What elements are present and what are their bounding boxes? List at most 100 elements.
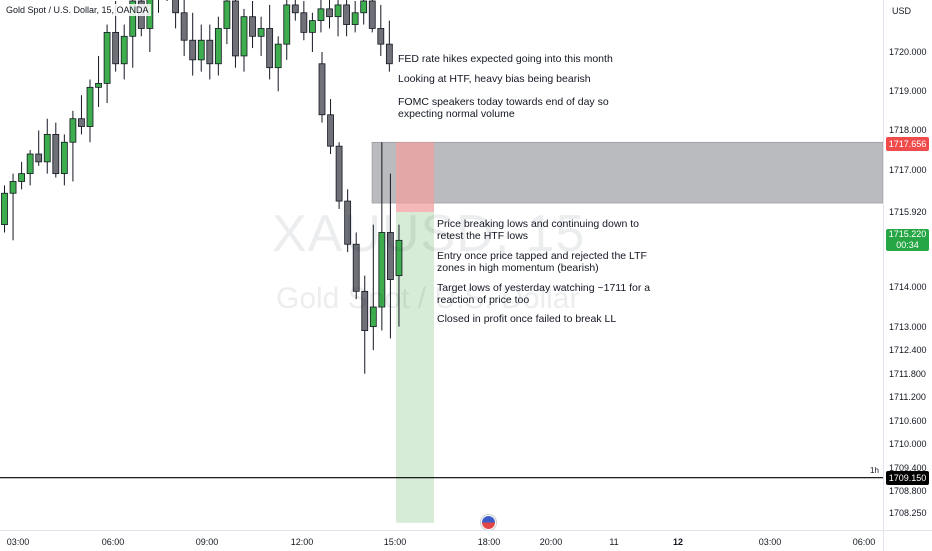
candle-up (240, 16, 248, 57)
candle-down (385, 43, 393, 65)
current-price-value: 1715.220 (888, 228, 927, 239)
candle-up (26, 153, 34, 175)
candle-up (223, 0, 231, 29)
timeframe-label: 1h (870, 466, 879, 475)
price-axis-label: 1710.000 (889, 439, 927, 450)
price-axis-label: 1717.000 (889, 164, 927, 175)
candle-up (257, 28, 265, 37)
note-target[interactable]: Target lows of yesterday watching ~1711 … (437, 282, 651, 306)
time-axis-label: 12 (672, 537, 684, 547)
stop-price-tag: 1717.656 (886, 136, 929, 151)
candle-down (326, 8, 333, 18)
chart-canvas[interactable] (0, 0, 883, 530)
price-axis-label: 1708.800 (889, 486, 927, 497)
candle-up (197, 39, 205, 61)
stop-loss-zone (396, 142, 434, 213)
candle-down (172, 0, 180, 14)
candle-up (18, 173, 26, 182)
candle-down (361, 290, 369, 331)
candle-down (300, 12, 308, 33)
horizontal-line-price-tag: 1709.150 (886, 470, 929, 485)
candle-up (351, 12, 359, 25)
time-axis-label: 15:00 (383, 537, 407, 547)
candle-up (129, 0, 137, 37)
candle-down (189, 39, 197, 61)
price-axis-label: 1709.400 (889, 462, 927, 473)
price-axis-label: 1712.400 (889, 345, 927, 356)
currency-label[interactable]: USD (892, 6, 912, 16)
candle-down (232, 0, 239, 57)
time-axis-label: 20:00 (539, 537, 563, 547)
price-axis-label: 1711.800 (889, 368, 926, 379)
candle-up (214, 28, 222, 65)
candle-up (334, 4, 342, 18)
candle-up (283, 4, 291, 45)
candle-up (43, 133, 51, 163)
time-axis-label: 12:00 (290, 537, 314, 547)
candle-down (318, 63, 326, 116)
candle-up (395, 239, 403, 277)
note-price-breaking[interactable]: Price breaking lows and continuing down … (437, 218, 639, 242)
current-price-tag: 1715.220 00:34 (886, 228, 929, 251)
time-axis-label: 03:00 (758, 537, 782, 547)
candle-down (343, 4, 351, 25)
note-fomc[interactable]: FOMC speakers today towards end of day s… (398, 96, 609, 120)
candle-up (317, 8, 325, 22)
axis-corner[interactable] (883, 530, 932, 551)
candle-up (120, 35, 128, 65)
price-axis-label: 1711.200 (889, 392, 926, 403)
price-axis-label: 1719.000 (889, 86, 927, 97)
candle-down (35, 153, 43, 163)
candle-up (360, 0, 368, 14)
price-axis-label: 1714.000 (889, 282, 927, 293)
htf-resistance-zone (371, 141, 883, 204)
candle-down (52, 133, 60, 175)
note-closed[interactable]: Closed in profit once failed to break LL (437, 313, 617, 325)
candle-up (9, 181, 17, 194)
price-axis-label: 1720.000 (889, 47, 927, 57)
candle-up (86, 86, 94, 127)
candle-down (352, 243, 360, 292)
countdown-value: 00:34 (896, 239, 919, 250)
chart-pane[interactable]: XAUUSD, 15 Gold Spot / U.S. Dollar Gold … (0, 0, 883, 530)
candle-down (206, 39, 214, 65)
price-axis[interactable]: USD 1720.000 1719.000 1718.000 1717.000 1715… (883, 0, 932, 530)
price-axis-label: 1710.600 (889, 415, 927, 426)
candle-down (386, 232, 394, 280)
candle-down (249, 16, 256, 37)
candle-up (69, 118, 77, 143)
price-axis-label: 1718.000 (889, 125, 927, 136)
candle-down (291, 4, 299, 14)
symbol-title[interactable]: Gold Spot / U.S. Dollar, 15, OANDA (4, 4, 151, 16)
price-axis-label: 1713.000 (889, 321, 927, 332)
time-axis[interactable]: 03:00 06:00 09:00 12:00 15:00 18:00 20:00 11 12 0… (0, 530, 883, 551)
candle-down (78, 118, 85, 127)
time-axis-label: 18:00 (477, 537, 501, 547)
candle-down (335, 145, 343, 202)
candle-up (274, 43, 282, 69)
us-flag-event-icon[interactable] (481, 515, 496, 530)
candle-down (327, 114, 334, 147)
note-htf-bias[interactable]: Looking at HTF, heavy bias being bearish (398, 73, 591, 85)
price-axis-label: 1715.920 (889, 207, 927, 218)
candle-up (1, 192, 8, 226)
candle-down (180, 12, 188, 41)
candle-up (95, 82, 102, 88)
candle-up (60, 141, 68, 175)
time-axis-label: 03:00 (6, 537, 30, 547)
note-fed-rate[interactable]: FED rate hikes expected going into this … (398, 53, 613, 65)
candle-up (369, 306, 377, 328)
candle-down (344, 200, 352, 245)
time-axis-label: 11 (609, 537, 619, 547)
candle-down (377, 28, 385, 45)
candle-up (378, 232, 386, 308)
candle-down (368, 0, 376, 29)
time-axis-label: 09:00 (195, 537, 219, 547)
candle-up (103, 31, 111, 84)
time-axis-label: 06:00 (852, 537, 876, 547)
note-entry[interactable]: Entry once price tapped and rejected the… (437, 250, 647, 274)
candle-down (266, 28, 274, 69)
watermark-name: Gold Spot / U.S. Dollar (276, 282, 580, 315)
price-axis-label: 1708.250 (889, 508, 927, 518)
candle-up (308, 20, 316, 33)
